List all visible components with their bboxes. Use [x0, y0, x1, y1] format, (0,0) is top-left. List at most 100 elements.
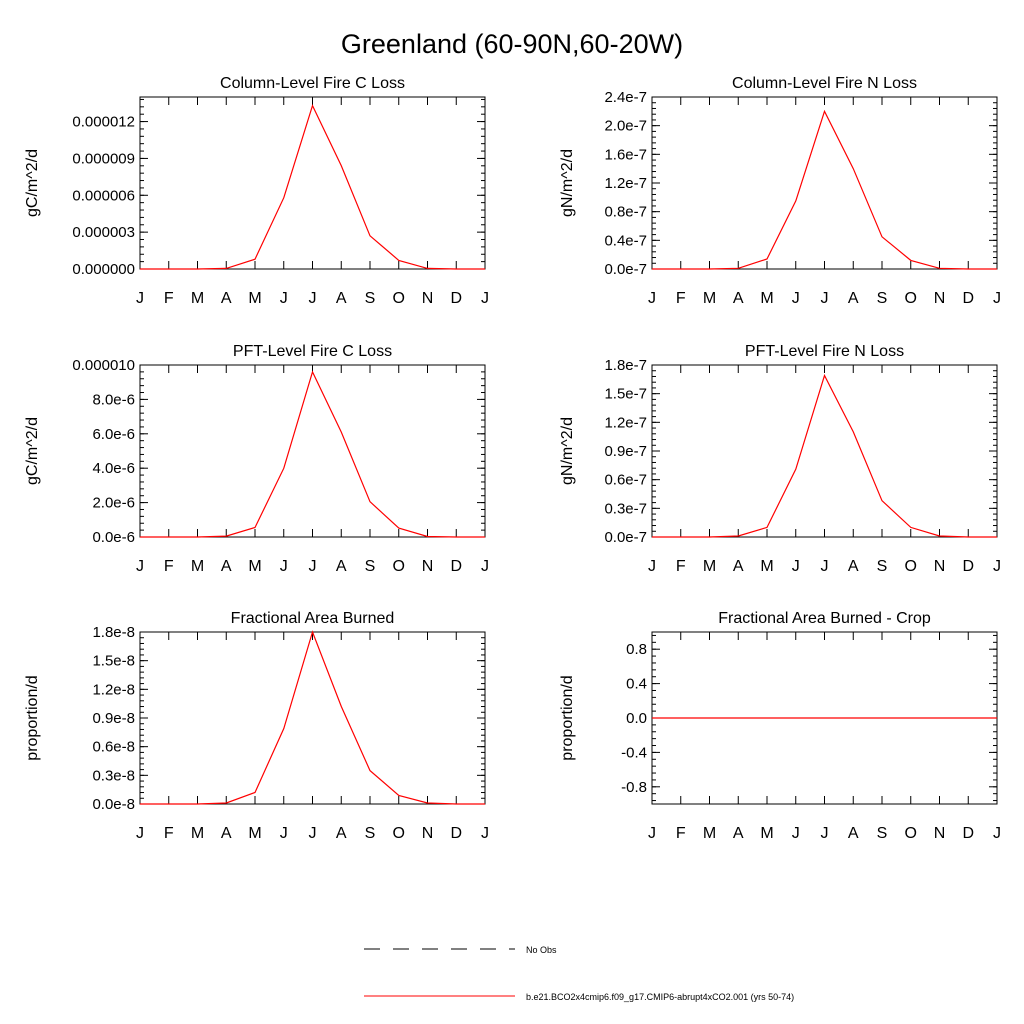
- x-tick-label: F: [164, 290, 174, 307]
- x-tick-label: J: [481, 290, 489, 307]
- x-tick-label: J: [309, 290, 317, 307]
- plot-frame: [139, 364, 486, 538]
- panel-title: Column-Level Fire C Loss: [220, 75, 405, 92]
- y-tick-label: 1.8e-7: [604, 357, 647, 374]
- y-axis-label: proportion/d: [559, 675, 576, 760]
- x-tick-label: M: [191, 825, 204, 842]
- x-tick-label: S: [365, 290, 376, 307]
- x-tick-label: J: [993, 558, 1001, 575]
- x-tick-label: J: [136, 290, 144, 307]
- x-tick-label: J: [309, 558, 317, 575]
- series-line: [140, 630, 485, 805]
- panel-title: PFT-Level Fire C Loss: [233, 343, 392, 360]
- panels: Column-Level Fire C Loss gC/m^2/d 0.000000…: [24, 75, 1001, 842]
- y-tick-label: 0.3e-8: [92, 767, 135, 784]
- x-tick-label: M: [760, 290, 773, 307]
- y-axis-label: gC/m^2/d: [24, 417, 41, 485]
- y-tick-label: 0.000003: [72, 224, 135, 241]
- legend: No Obs b.e21.BCO2x4cmip6.f09_g17.CMIP6-ab…: [364, 945, 794, 1002]
- x-tick-label: O: [393, 825, 405, 842]
- x-tick-label: J: [792, 558, 800, 575]
- x-tick-label: F: [676, 290, 686, 307]
- y-tick-label: 2.4e-7: [604, 89, 647, 106]
- x-tick-label: M: [248, 825, 261, 842]
- x-tick-label: S: [877, 558, 888, 575]
- panel-title: Fractional Area Burned: [231, 610, 395, 627]
- chart-panel-3: PFT-Level Fire C Loss gC/m^2/d 0.0e-6 2.0e-…: [24, 343, 489, 575]
- x-tick-label: D: [450, 825, 462, 842]
- y-tick-label: 0.8: [626, 641, 647, 658]
- x-tick-label: A: [336, 558, 347, 575]
- y-tick-label: 1.6e-7: [604, 146, 647, 163]
- x-tick-label: N: [422, 558, 434, 575]
- x-tick-label: M: [760, 825, 773, 842]
- y-axis-label: gC/m^2/d: [24, 149, 41, 217]
- y-tick-label: 2.0e-6: [92, 495, 135, 512]
- legend-label: b.e21.BCO2x4cmip6.f09_g17.CMIP6-abrupt4x…: [526, 992, 794, 1002]
- y-tick-label: 0.000012: [72, 114, 135, 131]
- y-tick-label: 1.2e-7: [604, 414, 647, 431]
- y-tick-label: 0.4e-7: [604, 232, 647, 249]
- x-tick-label: O: [905, 558, 917, 575]
- x-tick-label: S: [365, 825, 376, 842]
- y-tick-label: 0.000000: [72, 261, 135, 278]
- x-tick-label: O: [393, 290, 405, 307]
- x-tick-label: N: [934, 290, 946, 307]
- x-tick-label: J: [821, 825, 829, 842]
- x-tick-label: S: [877, 290, 888, 307]
- y-tick-label: 4.0e-6: [92, 460, 135, 477]
- y-tick-label: -0.4: [621, 744, 647, 761]
- x-tick-label: N: [422, 825, 434, 842]
- y-tick-label: 0.0e-8: [92, 796, 135, 813]
- series-line: [652, 109, 997, 270]
- chart-panel-4: PFT-Level Fire N Loss gN/m^2/d 0.0e-7 0.3e-…: [559, 343, 1001, 575]
- x-tick-label: M: [760, 558, 773, 575]
- x-tick-label: J: [280, 825, 288, 842]
- y-tick-label: 1.5e-7: [604, 386, 647, 403]
- x-tick-label: D: [962, 825, 974, 842]
- x-tick-label: J: [821, 290, 829, 307]
- x-tick-label: J: [309, 825, 317, 842]
- y-tick-label: 2.0e-7: [604, 118, 647, 135]
- y-axis-label: gN/m^2/d: [559, 149, 576, 217]
- x-tick-label: O: [905, 825, 917, 842]
- x-tick-label: N: [934, 558, 946, 575]
- panel-title: Fractional Area Burned - Crop: [718, 610, 931, 627]
- y-tick-label: 0.0e-7: [604, 261, 647, 278]
- y-tick-label: 0.6e-7: [604, 472, 647, 489]
- y-tick-label: 0.9e-7: [604, 443, 647, 460]
- y-tick-label: 0.0: [626, 710, 647, 727]
- panel-title: Column-Level Fire N Loss: [732, 75, 917, 92]
- series-line: [140, 103, 485, 270]
- x-tick-label: D: [450, 290, 462, 307]
- x-tick-label: M: [191, 290, 204, 307]
- y-tick-label: 0.0e-7: [604, 529, 647, 546]
- x-tick-label: J: [792, 825, 800, 842]
- x-tick-label: J: [648, 825, 656, 842]
- y-tick-label: 0.000006: [72, 187, 135, 204]
- y-tick-label: 1.2e-7: [604, 175, 647, 192]
- x-tick-label: D: [450, 558, 462, 575]
- x-tick-label: J: [993, 825, 1001, 842]
- y-tick-label: 6.0e-6: [92, 426, 135, 443]
- x-tick-label: N: [934, 825, 946, 842]
- x-tick-label: M: [191, 558, 204, 575]
- x-tick-label: O: [905, 290, 917, 307]
- chart-panel-2: Column-Level Fire N Loss gN/m^2/d 0.0e-7 0.…: [559, 75, 1001, 307]
- x-tick-label: A: [733, 290, 744, 307]
- plot-frame: [651, 364, 998, 538]
- x-tick-label: M: [703, 290, 716, 307]
- x-tick-label: A: [336, 825, 347, 842]
- plot-frame: [139, 96, 486, 270]
- x-tick-label: S: [877, 825, 888, 842]
- x-tick-label: J: [280, 558, 288, 575]
- y-tick-label: 0.9e-8: [92, 710, 135, 727]
- x-tick-label: J: [993, 290, 1001, 307]
- y-tick-label: 1.2e-8: [92, 681, 135, 698]
- x-tick-label: J: [136, 558, 144, 575]
- chart-panel-1: Column-Level Fire C Loss gC/m^2/d 0.000000…: [24, 75, 489, 307]
- x-tick-label: A: [221, 290, 232, 307]
- x-tick-label: M: [248, 290, 261, 307]
- y-tick-label: 0.4: [626, 676, 647, 693]
